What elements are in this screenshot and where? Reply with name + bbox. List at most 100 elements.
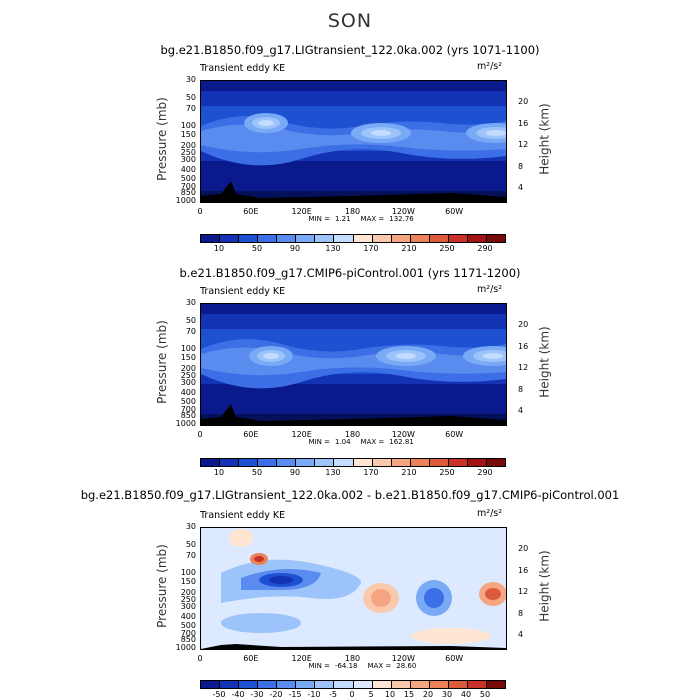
- height-tick-label: 4: [518, 630, 524, 639]
- colorbar-swatch: [486, 681, 505, 688]
- height-tick-label: 20: [518, 320, 529, 329]
- colorbar-tick-label: 290: [477, 244, 493, 253]
- pressure-tick-label: 700: [180, 404, 196, 414]
- pressure-tick-label: 850: [180, 410, 196, 420]
- pressure-axis-label: Pressure (mb): [154, 320, 169, 404]
- pressure-tick-label: 100: [180, 567, 196, 577]
- colorbar-swatch: [296, 681, 316, 688]
- colorbar-tick-label: 210: [401, 244, 417, 253]
- max-label: MAX =: [360, 215, 385, 223]
- min-label: MIN =: [308, 438, 330, 446]
- figure-title: SON: [327, 10, 373, 32]
- panel-title: b.e21.B1850.f09_g17.CMIP6-piControl.001 …: [179, 266, 521, 280]
- colorbar-swatch: [353, 681, 373, 688]
- height-tick-label: 20: [518, 97, 529, 106]
- colorbar-swatch: [391, 235, 411, 242]
- positive-contour: [371, 589, 391, 607]
- negative-contour: [221, 613, 301, 633]
- max-contour: [483, 353, 503, 359]
- longitude-tick-label: 0: [197, 207, 203, 216]
- colorbar-swatch: [201, 235, 221, 242]
- colorbar-swatch: [201, 681, 221, 688]
- colorbar-swatch: [315, 681, 335, 688]
- pressure-tick-label: 300: [180, 378, 196, 388]
- contour-plot: [200, 527, 507, 650]
- pressure-tick-label: 70: [185, 551, 196, 561]
- height-tick-label: 8: [518, 161, 524, 171]
- negative-contour: [424, 588, 444, 608]
- colorbar-swatch: [201, 459, 221, 466]
- colorbar: [200, 234, 506, 243]
- colorbar-swatch: [277, 681, 297, 688]
- colorbar-swatch: [220, 681, 240, 688]
- colorbar-tick-label: 15: [403, 690, 415, 699]
- contour-plot: [200, 80, 507, 203]
- height-tick-label: 16: [518, 118, 529, 128]
- height-tick-label: 8: [518, 384, 524, 394]
- pressure-tick-label: 50: [185, 93, 196, 103]
- height-axis-label: Height (km): [537, 103, 552, 175]
- longitude-tick-label: 120W: [391, 207, 415, 216]
- colorbar-swatch: [486, 235, 505, 242]
- height-tick-label: 16: [518, 565, 529, 575]
- colorbar: [200, 458, 506, 467]
- max-contour: [263, 353, 279, 359]
- units-label: m²/s²: [477, 61, 503, 72]
- colorbar: [200, 680, 506, 689]
- pressure-tick-label: 250: [180, 371, 196, 381]
- colorbar-swatch: [315, 459, 335, 466]
- colorbar-swatch: [239, 235, 259, 242]
- pressure-tick-label: 400: [180, 388, 196, 398]
- negative-contour: [269, 576, 293, 584]
- colorbar-tick-label: 250: [439, 244, 455, 253]
- pressure-tick-label: 200: [180, 588, 196, 598]
- pressure-tick-label: 500: [180, 173, 196, 183]
- max-value: 28.60: [396, 662, 417, 670]
- colorbar-swatch: [448, 235, 468, 242]
- colorbar-tick-label: 5: [368, 690, 374, 699]
- pressure-tick-label: 100: [180, 120, 196, 130]
- longitude-tick-label: 60W: [445, 430, 464, 439]
- height-axis-label: Height (km): [537, 550, 552, 622]
- colorbar-tick-label: 10: [384, 690, 396, 699]
- colorbar-swatch: [220, 459, 240, 466]
- field-label: Transient eddy KE: [200, 63, 286, 74]
- colorbar-tick-label: 10: [213, 244, 225, 253]
- min-max-stats: MIN = -64.18 MAX = 28.60: [309, 662, 422, 670]
- colorbar-swatch: [372, 681, 392, 688]
- colorbar-swatch: [448, 459, 468, 466]
- pressure-tick-label: 850: [180, 187, 196, 197]
- height-tick-label: 4: [518, 183, 524, 192]
- colorbar-swatch: [429, 235, 449, 242]
- longitude-tick-label: 120E: [291, 430, 312, 439]
- pressure-tick-label: 100: [180, 343, 196, 353]
- colorbar-swatch: [410, 459, 430, 466]
- contour-plot: [200, 303, 507, 426]
- colorbar-swatch: [391, 459, 411, 466]
- colorbar-tick-label: 40: [460, 690, 472, 699]
- pressure-axis-label: Pressure (mb): [154, 97, 169, 181]
- colorbar-swatch: [372, 235, 392, 242]
- colorbar-tick-label: 170: [363, 468, 379, 477]
- colorbar-tick-label: -30: [250, 690, 264, 699]
- pressure-tick-label: 700: [180, 181, 196, 191]
- pressure-tick-label: 200: [180, 364, 196, 374]
- longitude-tick-label: 120W: [391, 654, 415, 663]
- colorbar-tick-label: 210: [401, 468, 417, 477]
- colorbar-tick-label: 50: [251, 468, 263, 477]
- height-tick-label: 8: [518, 608, 524, 618]
- pressure-tick-label: 1000: [175, 419, 196, 428]
- colorbar-swatch: [296, 235, 316, 242]
- colorbar-tick-label: 30: [441, 690, 453, 699]
- colorbar-tick-label: 20: [422, 690, 434, 699]
- colorbar-swatch: [467, 235, 487, 242]
- longitude-tick-label: 180: [344, 207, 361, 216]
- colorbar-tick-label: -20: [269, 690, 283, 699]
- min-label: MIN =: [308, 215, 330, 223]
- height-tick-label: 20: [518, 544, 529, 553]
- longitude-tick-label: 180: [344, 654, 361, 663]
- colorbar-swatch: [486, 459, 505, 466]
- max-contour: [486, 130, 506, 136]
- longitude-tick-label: 60E: [243, 207, 259, 216]
- units-label: m²/s²: [477, 508, 503, 519]
